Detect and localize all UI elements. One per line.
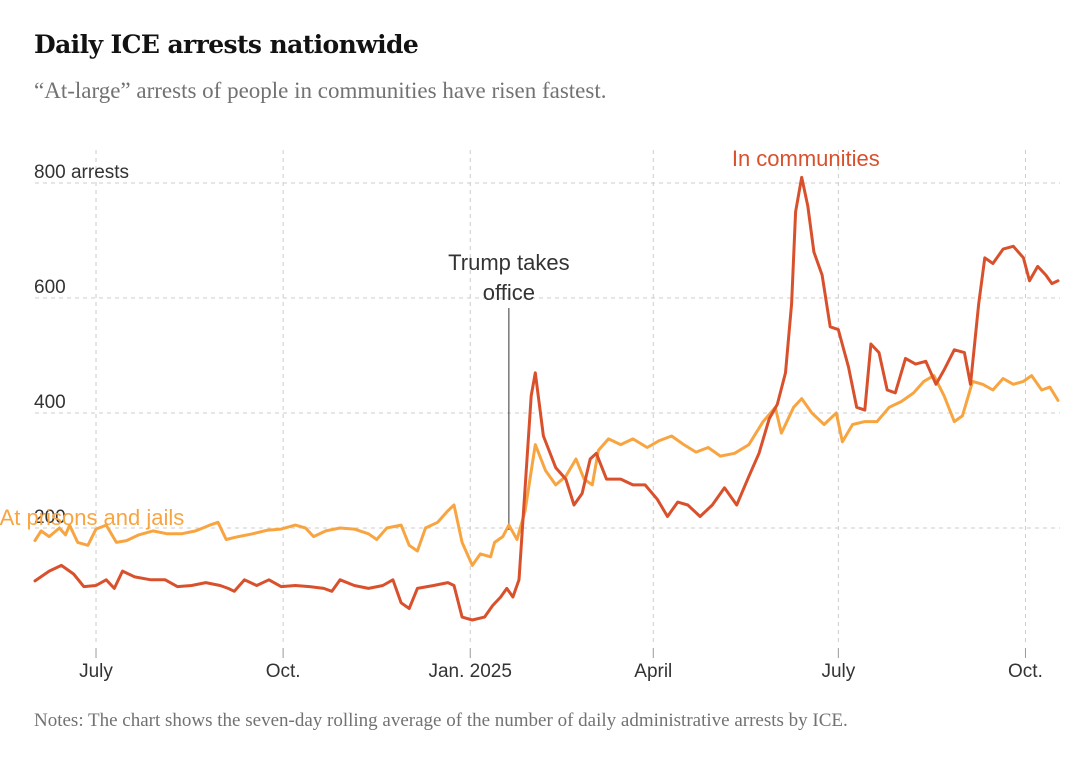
axes: 800 arrests 600 400 200 July Oct. Jan. 2025 Apr… bbox=[34, 162, 1043, 682]
x-tick-label: Oct. bbox=[1008, 661, 1043, 682]
annotation-label: office bbox=[483, 280, 535, 305]
series-line-communities bbox=[33, 175, 1060, 622]
x-tick-label: July bbox=[79, 661, 113, 682]
gridlines bbox=[35, 150, 1060, 645]
series-label-prisons: At prisons and jails bbox=[0, 505, 184, 530]
x-tick-label: April bbox=[634, 661, 672, 682]
x-tick-label: Jan. 2025 bbox=[428, 661, 511, 682]
x-tick-label: Oct. bbox=[266, 661, 301, 682]
y-tick-label: 400 bbox=[34, 392, 66, 413]
series bbox=[33, 175, 1060, 622]
annotations: Trump takes office bbox=[448, 250, 570, 530]
chart-subtitle: “At-large” arrests of people in communit… bbox=[34, 78, 607, 103]
chart-title: Daily ICE arrests nationwide bbox=[34, 30, 419, 59]
line-chart: 800 arrests 600 400 200 July Oct. Jan. 2025 Apr… bbox=[0, 146, 1060, 682]
annotation-label: Trump takes bbox=[448, 250, 569, 275]
y-tick-label: 800 arrests bbox=[34, 162, 129, 183]
chart-notes: Notes: The chart shows the seven-day rol… bbox=[34, 710, 848, 731]
series-labels: At prisons and jails In communities bbox=[0, 146, 880, 530]
y-tick-label: 600 bbox=[34, 277, 66, 298]
y-tick-label: 200 bbox=[34, 507, 66, 528]
x-tick-label: July bbox=[821, 661, 855, 682]
series-line-prisons bbox=[33, 374, 1060, 567]
series-label-communities: In communities bbox=[732, 146, 880, 171]
